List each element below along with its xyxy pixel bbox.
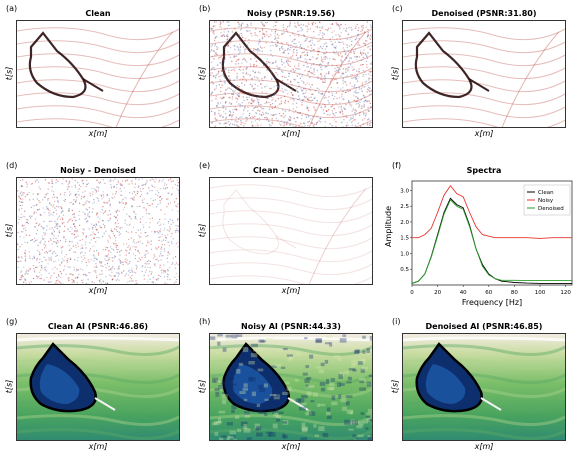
section-image	[17, 178, 179, 284]
y-tick-label: 2.0	[400, 220, 409, 226]
spectra-chart: 0 20 40 60 80 100 120 0.5 1.0 1.5 2.0 2.5 3.0 Clean No…	[400, 180, 573, 296]
panel-title: Denoised (PSNR:31.80)	[431, 9, 537, 18]
panel-letter: (e)	[199, 161, 211, 170]
y-axis-label: t[s]	[4, 66, 14, 81]
series-line-denoised	[411, 199, 572, 284]
y-axis-label: t[s]	[197, 66, 207, 81]
y-axis-label: t[s]	[390, 66, 400, 81]
panel-image	[16, 333, 180, 441]
legend-label-clean: Clean	[538, 190, 554, 196]
x-axis-label: x[m]	[281, 129, 301, 138]
x-axis-label: x[m]	[88, 129, 108, 138]
x-axis-label: x[m]	[281, 442, 301, 451]
section-image	[403, 334, 565, 440]
x-tick-label: 60	[485, 290, 492, 296]
panel-title: Clean - Denoised	[253, 166, 329, 175]
panel-letter: (d)	[6, 161, 18, 170]
panel-image	[402, 333, 566, 441]
legend-label-denoised: Denoised	[538, 206, 564, 212]
section-image	[210, 21, 372, 127]
panel-letter: (h)	[199, 317, 211, 326]
panel-title: Noisy AI (PSNR:44.33)	[241, 322, 341, 331]
y-tick-label: 3.0	[400, 188, 409, 194]
x-axis-label: Frequency [Hz]	[461, 298, 523, 307]
panel-title: Spectra	[466, 166, 502, 175]
y-axis-label: t[s]	[197, 379, 207, 394]
y-axis-label: t[s]	[4, 223, 14, 238]
panel-image	[209, 333, 373, 441]
panel-image	[402, 20, 566, 128]
panel-image	[209, 20, 373, 128]
series-line-noisy	[412, 184, 572, 239]
x-tick-label: 80	[511, 290, 518, 296]
panel-title: Clean AI (PSNR:46.86)	[47, 322, 149, 331]
y-tick-label: 1.0	[400, 251, 409, 257]
panel-image	[16, 177, 180, 285]
x-tick-label: 120	[560, 290, 571, 296]
panel-letter: (c)	[392, 4, 403, 13]
x-axis-label: x[m]	[88, 442, 108, 451]
y-tick-label: 0.5	[400, 267, 409, 273]
panel-image	[209, 177, 373, 285]
panel-letter: (i)	[392, 317, 401, 326]
y-tick-label: 1.5	[400, 236, 409, 242]
section-image	[17, 21, 179, 127]
panel-title: Noisy (PSNR:19.56)	[247, 9, 335, 18]
panel-title: Denoised AI (PSNR:46.85)	[425, 322, 543, 331]
x-tick-label: 0	[410, 290, 414, 296]
panel-letter: (a)	[6, 4, 18, 13]
legend-label-noisy: Noisy	[538, 198, 554, 204]
section-image	[17, 334, 179, 440]
section-image	[403, 21, 565, 127]
x-axis-label: x[m]	[474, 129, 494, 138]
y-axis-label: Amplitude	[384, 206, 393, 247]
x-tick-label: 40	[460, 290, 467, 296]
panel-title: Noisy - Denoised	[60, 166, 136, 175]
x-axis-label: x[m]	[281, 286, 301, 295]
x-tick-label: 100	[535, 290, 546, 296]
panel-letter: (f)	[392, 161, 402, 170]
panel-letter: (g)	[6, 317, 18, 326]
section-image	[210, 178, 372, 284]
y-axis-label: t[s]	[4, 379, 14, 394]
panel-title: Clean	[85, 9, 111, 18]
panel-letter: (b)	[199, 4, 211, 13]
y-axis-label: t[s]	[197, 223, 207, 238]
y-axis-label: t[s]	[390, 379, 400, 394]
x-axis-label: x[m]	[474, 442, 494, 451]
x-tick-label: 20	[434, 290, 441, 296]
panel-image	[16, 20, 180, 128]
section-image	[210, 334, 372, 440]
x-axis-label: x[m]	[88, 286, 108, 295]
y-tick-label: 2.5	[400, 204, 409, 210]
